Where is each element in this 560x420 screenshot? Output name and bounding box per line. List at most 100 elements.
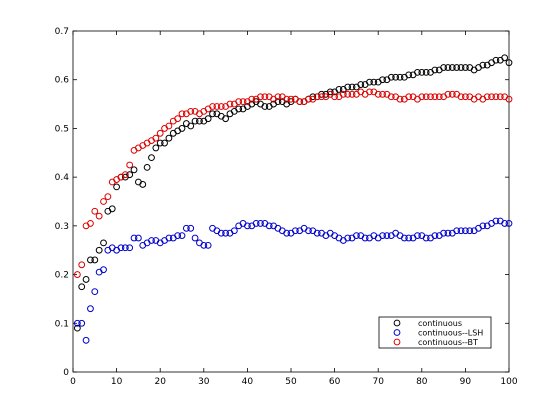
data-point — [453, 64, 461, 71]
data-point — [479, 61, 487, 69]
data-point — [104, 193, 112, 201]
data-point — [305, 227, 312, 235]
data-point — [379, 90, 386, 98]
data-point — [422, 93, 430, 101]
data-point — [230, 227, 238, 235]
data-point — [283, 95, 291, 103]
data-point — [165, 234, 173, 242]
data-point — [178, 232, 186, 240]
data-point — [462, 64, 469, 71]
data-point — [296, 98, 304, 106]
data-point — [261, 93, 269, 101]
data-point — [405, 71, 413, 79]
legend-label: continuous--LSH — [418, 329, 483, 338]
data-point — [366, 78, 373, 86]
x-tick-label: 60 — [329, 377, 341, 387]
series-layer — [73, 54, 513, 344]
data-point — [344, 234, 352, 242]
data-point — [235, 105, 243, 113]
data-point — [248, 95, 256, 103]
data-point — [370, 78, 378, 86]
data-point — [348, 90, 356, 98]
data-point — [130, 234, 138, 242]
data-point — [427, 93, 434, 101]
data-point — [87, 220, 94, 227]
x-tick-label: 10 — [111, 377, 123, 387]
data-point — [200, 241, 208, 249]
data-point — [313, 93, 321, 101]
data-point — [113, 183, 120, 191]
data-point — [339, 90, 347, 98]
data-point — [174, 232, 182, 240]
data-point — [387, 73, 395, 81]
y-tick-label: 0.1 — [55, 319, 69, 329]
x-tick-label: 30 — [198, 377, 210, 387]
y-axis: 0 0.1 0.2 0.3 0.4 0.5 0.6 0.7 — [55, 27, 509, 378]
series-2 — [73, 217, 513, 344]
data-point — [488, 93, 495, 101]
data-point — [217, 229, 225, 237]
data-point — [265, 222, 273, 230]
data-point — [396, 73, 404, 81]
data-point — [448, 64, 456, 71]
x-tick-label: 100 — [500, 377, 517, 387]
data-point — [209, 103, 216, 110]
data-point — [226, 100, 234, 108]
data-point — [78, 283, 86, 291]
data-point — [174, 115, 182, 123]
data-point — [204, 115, 212, 123]
data-point — [505, 95, 513, 103]
data-point — [418, 93, 426, 101]
data-point — [457, 93, 465, 101]
y-tick-label: 0.3 — [55, 222, 69, 232]
data-point — [187, 107, 195, 115]
data-point — [344, 90, 352, 98]
data-point — [387, 93, 395, 101]
data-point — [457, 227, 465, 235]
data-point — [73, 319, 81, 327]
legend-label: continuous — [418, 319, 462, 328]
data-point — [135, 234, 142, 242]
data-point — [95, 246, 103, 254]
data-point — [287, 95, 295, 103]
data-point — [191, 234, 199, 242]
data-point — [244, 222, 251, 230]
legend-box — [378, 316, 492, 349]
data-point — [501, 54, 509, 62]
data-point — [422, 234, 430, 242]
data-point — [126, 171, 134, 179]
data-point — [100, 198, 107, 205]
x-tick-label: 40 — [242, 377, 254, 387]
x-tick-label: 20 — [154, 377, 166, 387]
data-point — [353, 232, 360, 240]
data-point — [440, 64, 448, 71]
data-point — [165, 122, 173, 130]
data-point — [466, 227, 474, 235]
data-point — [348, 83, 356, 91]
data-point — [318, 93, 325, 101]
data-point — [213, 103, 221, 110]
data-point — [209, 110, 216, 118]
data-point — [374, 90, 382, 98]
data-point — [82, 336, 90, 344]
data-point — [222, 115, 230, 123]
data-point — [462, 227, 469, 235]
data-point — [405, 93, 413, 101]
data-point — [204, 241, 212, 249]
data-point — [126, 161, 134, 169]
data-point — [78, 261, 86, 269]
data-point — [143, 164, 151, 171]
data-point — [87, 305, 94, 313]
data-point — [448, 90, 456, 98]
data-point — [492, 93, 500, 101]
data-point — [335, 86, 343, 93]
data-point — [152, 144, 160, 152]
data-point — [187, 122, 195, 130]
data-point — [431, 93, 439, 101]
data-point — [431, 232, 439, 240]
data-point — [405, 234, 413, 242]
data-point — [457, 64, 465, 71]
data-point — [130, 166, 138, 174]
data-point — [479, 222, 487, 230]
